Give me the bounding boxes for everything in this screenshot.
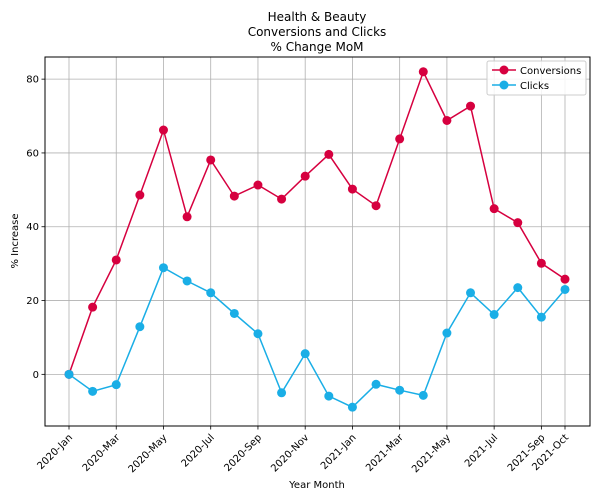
- data-point-conversions: [158, 125, 168, 135]
- x-tick-label: 2020-Jul: [180, 432, 217, 469]
- x-tick-label: 2020-Sep: [222, 432, 264, 474]
- data-point-clicks: [158, 263, 168, 273]
- x-axis-ticks: 2020-Jan 2020-Mar 2020-May 2020-Jul 2020-Sep…: [36, 426, 571, 475]
- data-point-clicks: [466, 288, 476, 298]
- data-point-conversions: [324, 149, 334, 159]
- x-axis-label: Year Month: [288, 480, 345, 491]
- legend: Conversions Clicks: [486, 60, 587, 96]
- plot-area-frame: [44, 56, 591, 427]
- data-point-clicks: [371, 379, 381, 389]
- data-point-conversions: [88, 302, 98, 312]
- x-tick-label: 2020-Nov: [269, 432, 311, 474]
- y-tick-label: 80: [26, 75, 39, 86]
- chart-title-line-3: % Change MoM: [270, 40, 363, 54]
- data-point-conversions: [300, 171, 310, 181]
- x-tick-label: 2021-Jan: [319, 432, 359, 472]
- data-point-clicks: [560, 284, 570, 294]
- x-tick-label: 2020-May: [127, 432, 170, 475]
- legend-marker-conversions: [499, 65, 509, 75]
- legend-label-clicks: Clicks: [520, 81, 549, 92]
- legend-label-conversions: Conversions: [520, 66, 581, 77]
- data-point-conversions: [182, 212, 192, 222]
- data-point-conversions: [466, 101, 476, 111]
- data-point-clicks: [513, 283, 523, 293]
- data-point-conversions: [536, 258, 546, 268]
- data-point-clicks: [206, 288, 216, 298]
- x-tick-label: 2021-Jul: [463, 432, 500, 469]
- x-tick-label: 2021-May: [410, 432, 453, 475]
- data-point-conversions: [347, 184, 357, 194]
- series-line-clicks: [68, 266, 566, 409]
- data-point-conversions: [111, 255, 121, 265]
- data-point-clicks: [182, 276, 192, 286]
- x-tick-label: 2020-Mar: [81, 432, 123, 474]
- data-point-clicks: [442, 328, 452, 338]
- x-tick-label: 2020-Jan: [36, 432, 76, 472]
- y-axis-label: % Increase: [10, 214, 21, 269]
- series-line-conversions: [68, 69, 566, 375]
- chart-title-line-1: Health & Beauty: [268, 10, 367, 24]
- data-point-clicks: [418, 390, 428, 400]
- data-point-conversions: [206, 155, 216, 165]
- data-point-clicks: [88, 386, 98, 396]
- data-point-clicks: [489, 310, 499, 320]
- data-point-conversions: [513, 218, 523, 228]
- data-point-conversions: [489, 204, 499, 214]
- y-tick-label: 60: [26, 148, 39, 159]
- legend-marker-clicks: [499, 80, 509, 90]
- data-point-clicks: [253, 329, 263, 339]
- data-point-clicks: [229, 308, 239, 318]
- series-layer: [64, 67, 570, 412]
- grid: [45, 57, 590, 426]
- x-tick-label: 2021-Mar: [364, 432, 406, 474]
- data-point-conversions: [442, 115, 452, 125]
- data-point-clicks: [395, 385, 405, 395]
- data-point-clicks: [536, 312, 546, 322]
- data-point-conversions: [371, 201, 381, 211]
- data-point-conversions: [395, 134, 405, 144]
- data-point-conversions: [277, 194, 287, 204]
- data-point-clicks: [277, 388, 287, 398]
- data-point-conversions: [229, 191, 239, 201]
- data-point-conversions: [253, 180, 263, 190]
- y-tick-label: 20: [26, 296, 39, 307]
- data-point-conversions: [135, 190, 145, 200]
- data-point-conversions: [560, 274, 570, 284]
- data-point-clicks: [111, 380, 121, 390]
- data-point-clicks: [300, 349, 310, 359]
- data-point-clicks: [135, 322, 145, 332]
- data-point-clicks: [324, 391, 334, 401]
- y-axis-ticks: 0 20 40 60 80: [26, 75, 45, 381]
- y-tick-label: 0: [33, 370, 39, 381]
- data-point-clicks: [64, 369, 74, 379]
- y-tick-label: 40: [26, 222, 39, 233]
- data-point-clicks: [347, 402, 357, 412]
- data-point-conversions: [418, 67, 428, 77]
- chart-title-line-2: Conversions and Clicks: [248, 25, 387, 39]
